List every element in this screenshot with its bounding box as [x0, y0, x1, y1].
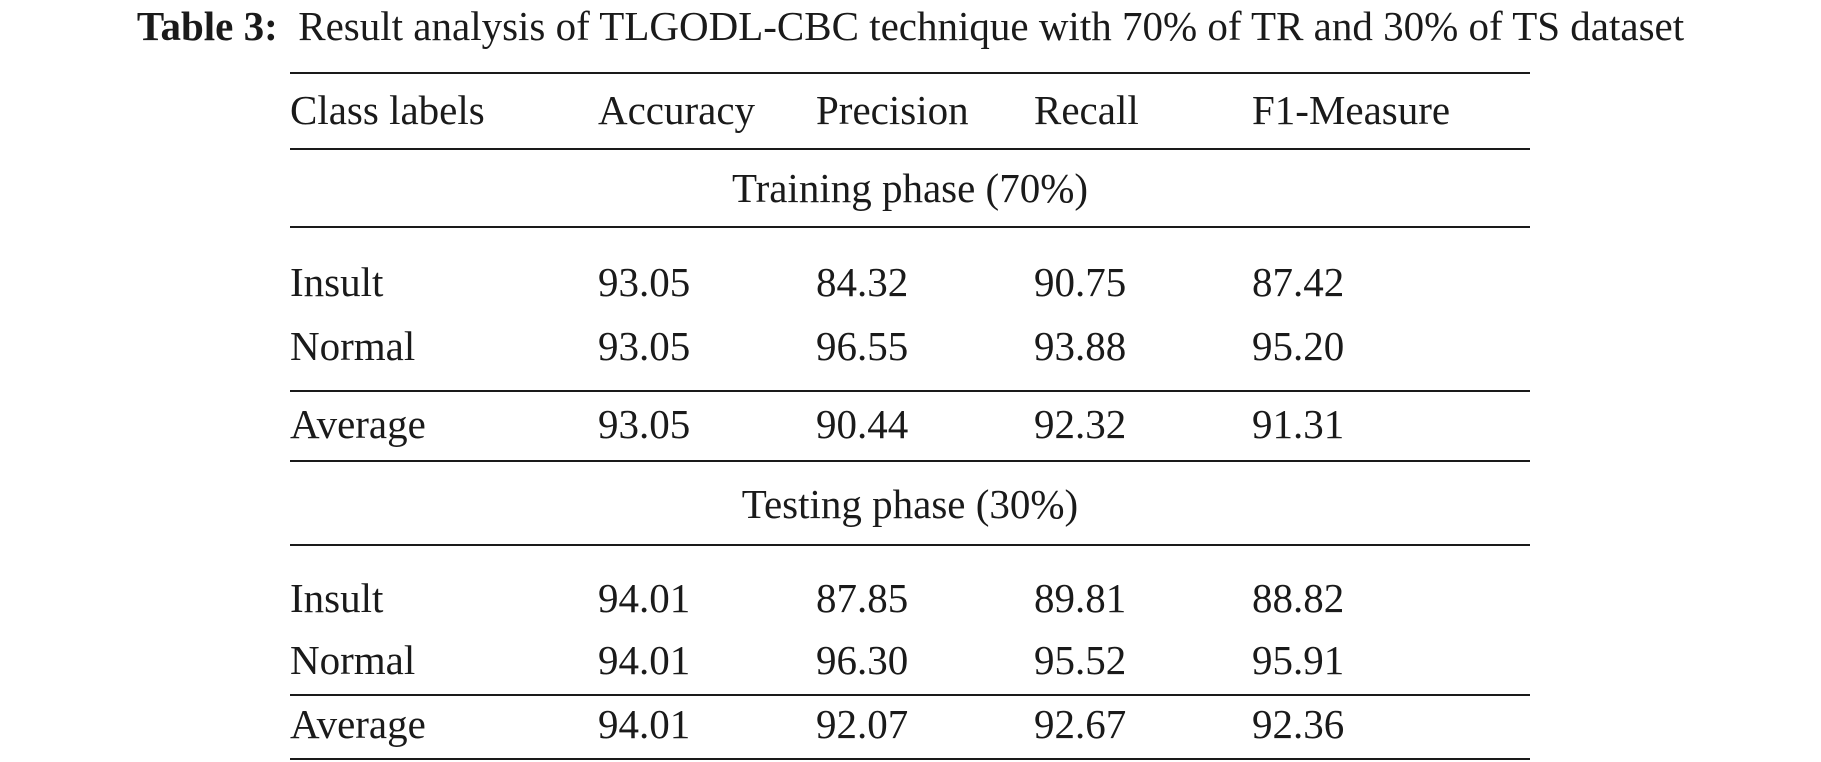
accuracy-value: 94.01: [598, 701, 691, 747]
training-phase-title: Training phase (70%): [731, 165, 1089, 211]
precision-value: 84.32: [816, 259, 909, 305]
recall-value: 92.32: [1034, 401, 1127, 447]
accuracy-value: 93.05: [598, 259, 691, 305]
testing-average-rule-top: [290, 694, 1530, 696]
header-rule: [290, 148, 1530, 150]
recall-value: 89.81: [1034, 575, 1127, 621]
top-rule: [290, 72, 1530, 74]
table-caption: Table 3: Result analysis of TLGODL-CBC t…: [0, 0, 1821, 60]
recall-value: 95.52: [1034, 637, 1127, 683]
row-label: Normal: [290, 637, 416, 683]
precision-value: 90.44: [816, 401, 909, 447]
recall-value: 90.75: [1034, 259, 1127, 305]
precision-value: 96.30: [816, 637, 909, 683]
column-header-recall: Recall: [1034, 87, 1139, 133]
f1-measure-value: 95.20: [1252, 323, 1345, 369]
accuracy-value: 94.01: [598, 637, 691, 683]
accuracy-value: 93.05: [598, 401, 691, 447]
column-header-f1-measure: F1-Measure: [1252, 87, 1451, 133]
row-label: Insult: [290, 259, 384, 305]
column-header-class-labels: Class labels: [290, 87, 485, 133]
testing-title-rule: [290, 544, 1530, 546]
column-header-accuracy: Accuracy: [598, 87, 756, 133]
f1-measure-value: 95.91: [1252, 637, 1345, 683]
recall-value: 92.67: [1034, 701, 1127, 747]
row-label: Average: [290, 701, 426, 747]
training-average-rule-bottom: [290, 460, 1530, 462]
precision-value: 92.07: [816, 701, 909, 747]
accuracy-value: 94.01: [598, 575, 691, 621]
bottom-rule: [290, 758, 1530, 760]
accuracy-value: 93.05: [598, 323, 691, 369]
f1-measure-value: 92.36: [1252, 701, 1345, 747]
training-average-rule-top: [290, 390, 1530, 392]
column-header-precision: Precision: [816, 87, 969, 133]
f1-measure-value: 87.42: [1252, 259, 1345, 305]
training-title-rule: [290, 226, 1530, 228]
row-label: Insult: [290, 575, 384, 621]
row-label: Normal: [290, 323, 416, 369]
caption-label: Table 3:: [136, 3, 278, 49]
precision-value: 87.85: [816, 575, 909, 621]
caption-text: Result analysis of TLGODL-CBC technique …: [298, 3, 1685, 49]
f1-measure-value: 88.82: [1252, 575, 1345, 621]
testing-phase-title: Testing phase (30%): [741, 481, 1079, 527]
f1-measure-value: 91.31: [1252, 401, 1345, 447]
precision-value: 96.55: [816, 323, 909, 369]
row-label: Average: [290, 401, 426, 447]
recall-value: 93.88: [1034, 323, 1127, 369]
